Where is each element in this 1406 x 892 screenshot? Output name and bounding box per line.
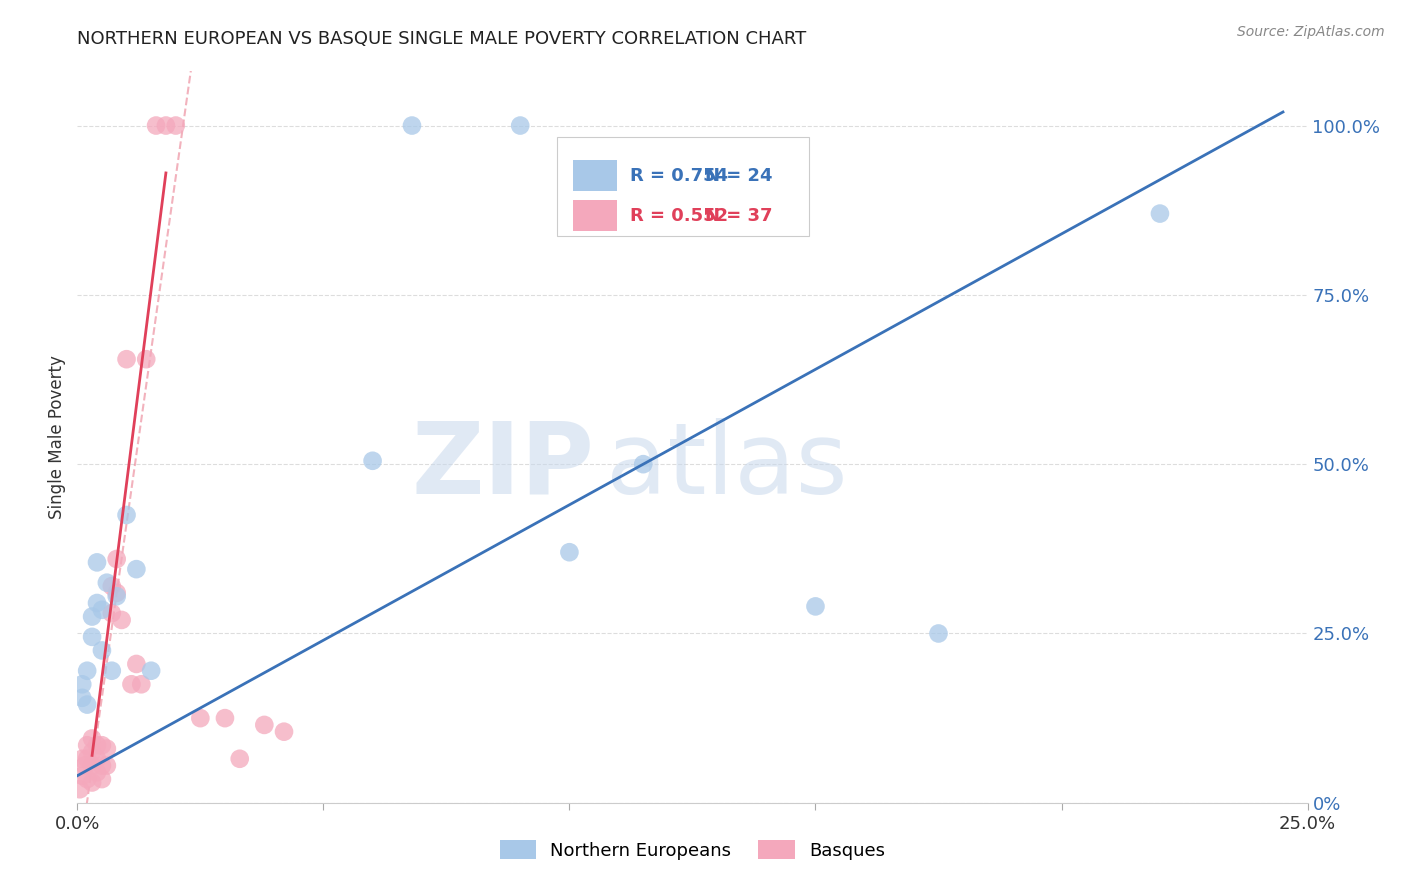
Point <box>76 752 98 766</box>
Point <box>125 657 148 671</box>
Point <box>82 758 104 772</box>
Point <box>155 119 177 133</box>
Point <box>509 119 531 133</box>
Point <box>115 508 138 522</box>
Point <box>86 596 108 610</box>
Point <box>141 664 163 678</box>
Point <box>69 782 91 797</box>
Point <box>82 745 104 759</box>
Point <box>135 352 157 367</box>
Text: R = 0.754: R = 0.754 <box>630 167 728 185</box>
Point <box>70 690 93 705</box>
Text: N = 24: N = 24 <box>704 167 772 185</box>
Point <box>188 711 212 725</box>
Point <box>101 606 124 620</box>
Point <box>273 724 295 739</box>
Point <box>401 119 423 133</box>
Point <box>76 772 98 786</box>
FancyBboxPatch shape <box>574 201 617 231</box>
Text: atlas: atlas <box>606 417 848 515</box>
Point <box>86 765 108 780</box>
Point <box>70 769 93 783</box>
Point <box>76 664 98 678</box>
Point <box>558 545 581 559</box>
Point <box>101 664 124 678</box>
Point <box>82 609 104 624</box>
Point <box>86 738 108 752</box>
Point <box>165 119 187 133</box>
Legend: Northern Europeans, Basques: Northern Europeans, Basques <box>492 833 893 867</box>
Point <box>105 589 128 603</box>
FancyBboxPatch shape <box>557 137 810 235</box>
Point <box>90 772 114 786</box>
Point <box>73 758 96 772</box>
Point <box>129 677 153 691</box>
Point <box>76 738 98 752</box>
Point <box>86 752 108 766</box>
Point <box>121 677 143 691</box>
Point <box>76 698 98 712</box>
Point <box>253 718 276 732</box>
Point <box>96 741 118 756</box>
Text: ZIP: ZIP <box>411 417 595 515</box>
Point <box>145 119 167 133</box>
Point <box>1149 206 1171 220</box>
Y-axis label: Single Male Poverty: Single Male Poverty <box>48 355 66 519</box>
Point <box>361 454 384 468</box>
Point <box>86 555 108 569</box>
Text: R = 0.552: R = 0.552 <box>630 207 728 225</box>
Text: Source: ZipAtlas.com: Source: ZipAtlas.com <box>1237 25 1385 39</box>
Point <box>111 613 132 627</box>
Point <box>928 626 950 640</box>
Point <box>105 586 128 600</box>
Point <box>82 731 104 746</box>
Point <box>633 457 655 471</box>
Point <box>96 758 118 772</box>
Point <box>82 630 104 644</box>
Point <box>125 562 148 576</box>
Point <box>115 352 138 367</box>
FancyBboxPatch shape <box>574 161 617 191</box>
Point <box>214 711 236 725</box>
Point <box>90 603 114 617</box>
Point <box>105 552 128 566</box>
Text: NORTHERN EUROPEAN VS BASQUE SINGLE MALE POVERTY CORRELATION CHART: NORTHERN EUROPEAN VS BASQUE SINGLE MALE … <box>77 29 807 47</box>
Point <box>90 643 114 657</box>
Point <box>228 752 252 766</box>
Point <box>90 738 114 752</box>
Point <box>82 775 104 789</box>
Point <box>804 599 827 614</box>
Point <box>90 758 114 772</box>
Point <box>70 677 93 691</box>
Point <box>101 579 124 593</box>
Point <box>70 752 93 766</box>
Point <box>96 575 118 590</box>
Text: N = 37: N = 37 <box>704 207 772 225</box>
